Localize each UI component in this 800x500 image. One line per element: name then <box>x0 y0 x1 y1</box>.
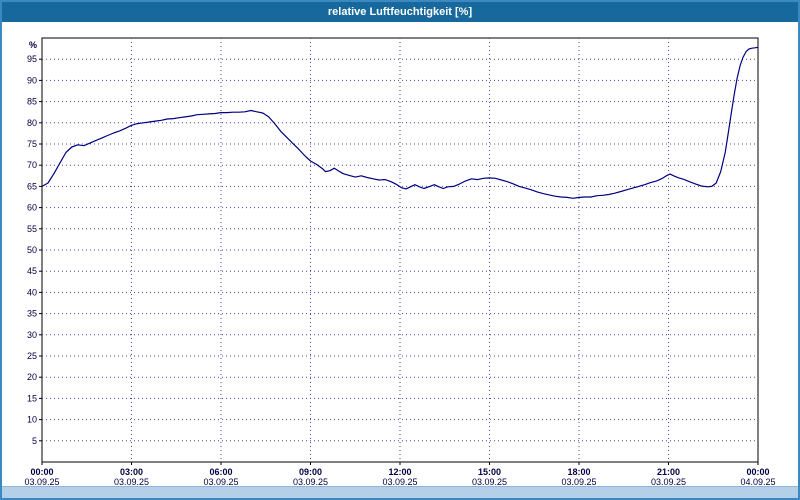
x-axis-time-label: 09:00 <box>299 467 322 477</box>
y-axis-tick-label: 20 <box>27 372 37 382</box>
title-bar[interactable]: relative Luftfeuchtigkeit [%] <box>2 2 798 22</box>
x-axis-date-label: 04.09.25 <box>740 477 775 486</box>
y-axis-unit-label: % <box>29 40 37 50</box>
window-title: relative Luftfeuchtigkeit [%] <box>327 6 473 18</box>
x-axis-time-label: 15:00 <box>478 467 501 477</box>
y-axis-tick-label: 5 <box>32 436 37 446</box>
x-axis-date-label: 03.09.25 <box>203 477 238 486</box>
x-axis-date-label: 03.09.25 <box>24 477 59 486</box>
y-axis-tick-label: 30 <box>27 330 37 340</box>
x-axis-date-label: 03.09.25 <box>472 477 507 486</box>
y-axis-tick-label: 10 <box>27 415 37 425</box>
x-axis-time-label: 12:00 <box>388 467 411 477</box>
x-axis-date-label: 03.09.25 <box>651 477 686 486</box>
y-axis-tick-label: 40 <box>27 287 37 297</box>
chart-area: 5 10 15 20 25 30 35 40 45 50 55 60 65 70 75 80 85 90 95% 00… <box>2 22 798 486</box>
x-axis-time-label: 21:00 <box>657 467 680 477</box>
x-axis-time-label: 06:00 <box>209 467 232 477</box>
x-axis-date-label: 03.09.25 <box>114 477 149 486</box>
y-axis-tick-label: 90 <box>27 75 37 85</box>
humidity-series-line <box>41 46 759 199</box>
y-axis-tick-label: 95 <box>27 54 37 64</box>
y-axis-tick-label: 55 <box>27 224 37 234</box>
y-axis-tick-label: 45 <box>27 266 37 276</box>
x-axis-time-label: 00:00 <box>746 467 769 477</box>
horizontal-scrollbar[interactable] <box>2 486 798 498</box>
y-axis-tick-label: 75 <box>27 139 37 149</box>
y-axis-tick-label: 80 <box>27 118 37 128</box>
y-axis-tick-label: 50 <box>27 245 37 255</box>
y-axis-tick-label: 60 <box>27 203 37 213</box>
y-axis-tick-label: 35 <box>27 309 37 319</box>
x-axis-date-label: 03.09.25 <box>293 477 328 486</box>
y-axis-tick-label: 65 <box>27 181 37 191</box>
x-axis-time-label: 00:00 <box>30 467 53 477</box>
y-axis-tick-label: 85 <box>27 97 37 107</box>
x-axis-time-label: 03:00 <box>120 467 143 477</box>
humidity-line-chart: 5 10 15 20 25 30 35 40 45 50 55 60 65 70 75 80 85 90 95% 00… <box>24 37 776 486</box>
y-axis-tick-label: 25 <box>27 351 37 361</box>
y-axis-tick-label: 70 <box>27 160 37 170</box>
x-axis-date-label: 03.09.25 <box>561 477 596 486</box>
x-axis-date-label: 03.09.25 <box>382 477 417 486</box>
x-axis-time-label: 18:00 <box>567 467 590 477</box>
y-axis-tick-label: 15 <box>27 393 37 403</box>
